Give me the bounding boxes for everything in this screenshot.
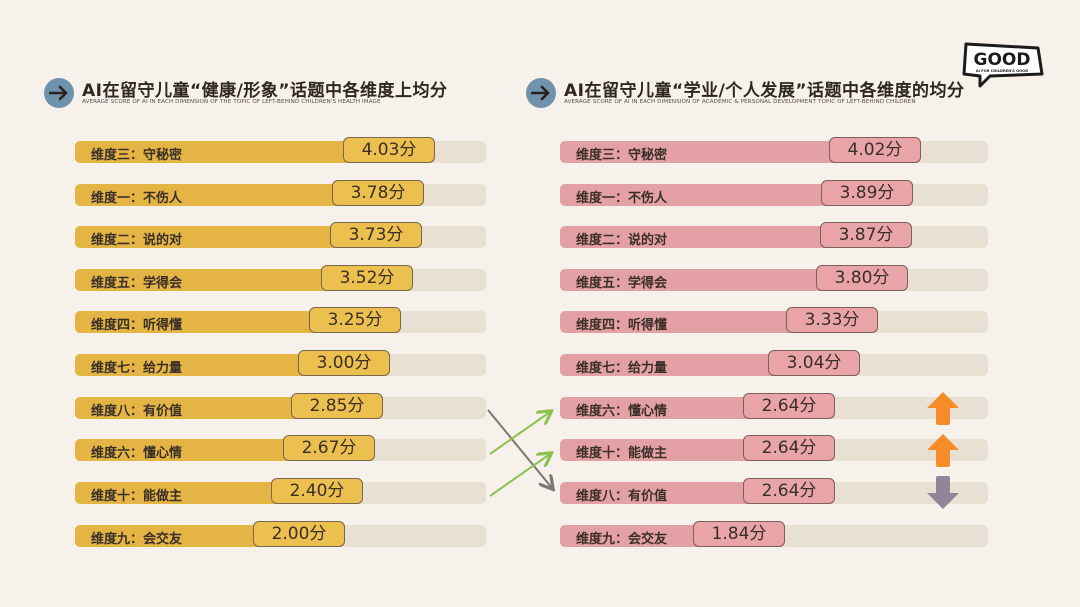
bar-value: 3.78分 (332, 180, 424, 206)
bar-row: 维度七：给力量 3.00分 (75, 350, 486, 376)
arrow-down-icon (927, 476, 959, 509)
arrow-right-icon (44, 78, 74, 108)
connector-up (489, 412, 550, 455)
bar-row: 维度十：能做主 2.40分 (75, 478, 486, 504)
arrow-right-icon (526, 78, 556, 108)
arrow-up-icon (927, 434, 959, 467)
bar-row: 维度八：有价值 2.85分 (75, 393, 486, 419)
right-panel-title: AI在留守儿童“学业/个人发展”话题中各维度的均分 (564, 81, 965, 101)
bar-label: 维度六：懂心情 (576, 404, 668, 419)
right-panel-subtitle: AVERAGE SCORE OF AI IN EACH DIMENSION OF… (564, 99, 916, 105)
bar-value: 2.00分 (253, 521, 345, 547)
bar-row: 维度六：懂心情 2.64分 (560, 393, 988, 419)
bar-label: 维度七：给力量 (91, 361, 183, 376)
bar-value: 2.64分 (743, 393, 835, 419)
bar-value: 3.89分 (821, 180, 913, 206)
bar-label: 维度八：有价值 (576, 489, 668, 504)
bar-value: 3.87分 (820, 222, 912, 248)
bar-row: 维度五：学得会 3.52分 (75, 265, 486, 291)
bar-row: 维度二：说的对 3.73分 (75, 222, 486, 248)
bar-label: 维度五：学得会 (91, 276, 183, 291)
bar-label: 维度三：守秘密 (576, 148, 668, 163)
bar-value: 3.04分 (768, 350, 860, 376)
bar-value: 3.73分 (330, 222, 422, 248)
connector-up (489, 454, 550, 497)
bar-row: 维度十：能做主 2.64分 (560, 435, 988, 461)
bar-label: 维度九：会交友 (91, 532, 183, 547)
bar-value: 1.84分 (693, 521, 785, 547)
bar-row: 维度八：有价值 2.64分 (560, 478, 988, 504)
bar-value: 2.67分 (283, 435, 375, 461)
bar-value: 3.80分 (816, 265, 908, 291)
bar-value: 2.40分 (271, 478, 363, 504)
bar-label: 维度十：能做主 (91, 489, 183, 504)
bar-value: 3.25分 (309, 307, 401, 333)
connector-down (487, 409, 552, 488)
bar-value: 2.64分 (743, 478, 835, 504)
bar-label: 维度一：不伤人 (576, 191, 668, 206)
bar-label: 维度六：懂心情 (91, 446, 183, 461)
bar-row: 维度一：不伤人 3.89分 (560, 180, 988, 206)
bar-label: 维度九：会交友 (576, 532, 668, 547)
bar-value: 2.85分 (291, 393, 383, 419)
bar-label: 维度一：不伤人 (91, 191, 183, 206)
arrow-up-icon (927, 392, 959, 425)
bar-label: 维度五：学得会 (576, 276, 668, 291)
bar-row: 维度四：听得懂 3.25分 (75, 307, 486, 333)
bar-value: 3.52分 (321, 265, 413, 291)
logo-text: GOOD (974, 50, 1031, 70)
bar-value: 3.33分 (786, 307, 878, 333)
bar-label: 维度三：守秘密 (91, 148, 183, 163)
bar-row: 维度三：守秘密 4.02分 (560, 137, 988, 163)
bar-value: 4.02分 (829, 137, 921, 163)
rank-change-connectors (487, 400, 560, 497)
left-panel-title: AI在留守儿童“健康/形象”话题中各维度上均分 (82, 81, 448, 101)
bar-value: 2.64分 (743, 435, 835, 461)
bar-value: 3.00分 (298, 350, 390, 376)
bar-row: 维度九：会交友 2.00分 (75, 521, 486, 547)
bar-label: 维度七：给力量 (576, 361, 668, 376)
bar-row: 维度六：懂心情 2.67分 (75, 435, 486, 461)
bar-row: 维度四：听得懂 3.33分 (560, 307, 988, 333)
bar-label: 维度四：听得懂 (576, 318, 668, 333)
bar-row: 维度九：会交友 1.84分 (560, 521, 988, 547)
bar-label: 维度十：能做主 (576, 446, 668, 461)
bar-label: 维度二：说的对 (91, 233, 183, 248)
bar-row: 维度一：不伤人 3.78分 (75, 180, 486, 206)
bar-value: 4.03分 (343, 137, 435, 163)
bar-row: 维度三：守秘密 4.03分 (75, 137, 486, 163)
bar-label: 维度四：听得懂 (91, 318, 183, 333)
bar-label: 维度二：说的对 (576, 233, 668, 248)
left-panel-subtitle: AVERAGE SCORE OF AI IN EACH DIMENSION OF… (82, 99, 381, 105)
bar-row: 维度五：学得会 3.80分 (560, 265, 988, 291)
good-logo: GOOD AI FOR CHILDREN'S GOOD (960, 38, 1046, 92)
bar-row: 维度七：给力量 3.04分 (560, 350, 988, 376)
bar-row: 维度二：说的对 3.87分 (560, 222, 988, 248)
bar-label: 维度八：有价值 (91, 404, 183, 419)
svg-text:AI FOR CHILDREN'S GOOD: AI FOR CHILDREN'S GOOD (976, 69, 1028, 73)
